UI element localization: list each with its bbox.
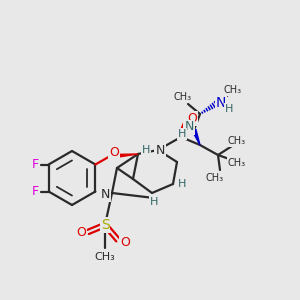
Text: N: N: [184, 121, 194, 134]
Text: S: S: [100, 218, 109, 232]
Text: CH₃: CH₃: [174, 92, 192, 102]
Text: F: F: [32, 158, 39, 171]
Text: O: O: [76, 226, 86, 238]
Text: H: H: [142, 145, 150, 155]
Text: CH₃: CH₃: [94, 252, 116, 262]
Text: CH₃: CH₃: [224, 85, 242, 95]
Text: N: N: [155, 143, 165, 157]
Text: CH₃: CH₃: [206, 173, 224, 183]
Polygon shape: [192, 129, 200, 145]
Text: H: H: [178, 179, 186, 189]
Text: N: N: [100, 188, 110, 200]
Text: O: O: [187, 112, 197, 124]
Polygon shape: [109, 154, 138, 158]
Text: F: F: [32, 185, 39, 198]
Text: N: N: [216, 96, 226, 110]
Text: H: H: [225, 104, 233, 114]
Text: CH₃: CH₃: [228, 158, 246, 168]
Text: CH₃: CH₃: [228, 136, 246, 146]
Text: H: H: [150, 197, 158, 207]
Text: H: H: [178, 129, 186, 139]
Text: O: O: [110, 146, 119, 159]
Text: O: O: [120, 236, 130, 248]
